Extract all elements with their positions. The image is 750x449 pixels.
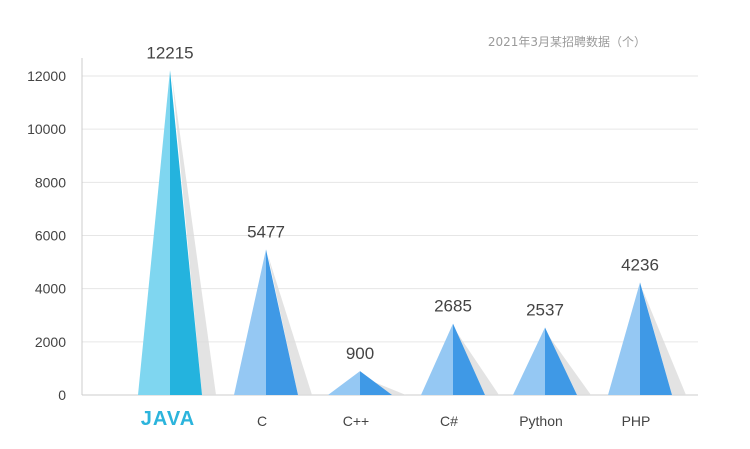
y-tick-label: 4000 [35,281,66,297]
bar-csharp [421,323,499,395]
labels-layer: 12215 JAVA 5477 C 900 C++ 2685 C# 2537 Python 4236… [141,43,659,430]
bar-face-right [360,371,392,395]
bar-php [608,282,686,395]
bar-face-right [170,70,202,396]
bar-face-left [234,249,266,395]
y-tick-label: 12000 [27,68,66,84]
bar-shadow [172,76,216,396]
x-tick-label-cplusplus: C++ [343,413,369,429]
x-tick-label-python: Python [519,413,563,429]
bar-python [513,327,591,395]
bar-cplusplus [328,371,406,395]
y-tick-label: 0 [58,387,66,403]
data-label-cplusplus: 900 [346,344,374,363]
y-tick-label: 10000 [27,121,66,137]
y-tick-label: 2000 [35,334,66,350]
data-label-csharp: 2685 [434,297,472,316]
data-label-c: 5477 [247,222,285,241]
bar-shadow [268,255,312,395]
bar-java [138,70,216,396]
x-tick-label-csharp: C# [440,413,458,429]
x-tick-label-c: C [257,413,267,429]
chart-title: 2021年3月某招聘数据（个） [488,34,646,49]
x-tick-label-php: PHP [622,413,651,429]
data-label-java: 12215 [146,43,193,62]
data-label-php: 4236 [621,255,659,274]
bar-face-right [266,249,298,395]
bar-shadow [547,333,591,395]
bar-face-right [453,323,485,395]
bar-face-left [608,282,640,395]
bar-c [234,249,312,395]
bar-face-left [328,371,360,395]
x-tick-label-java: JAVA [141,408,195,430]
y-tick-label: 6000 [35,228,66,244]
bar-face-right [545,327,577,395]
bar-face-left [513,327,545,395]
marks-layer [138,70,686,396]
y-tick-label: 8000 [35,174,66,190]
bar-face-right [640,282,672,395]
data-label-python: 2537 [526,301,564,320]
bar-shadow [455,329,499,395]
bar-shadow [642,288,686,395]
bar-face-left [421,323,453,395]
bar-face-left [138,70,170,396]
